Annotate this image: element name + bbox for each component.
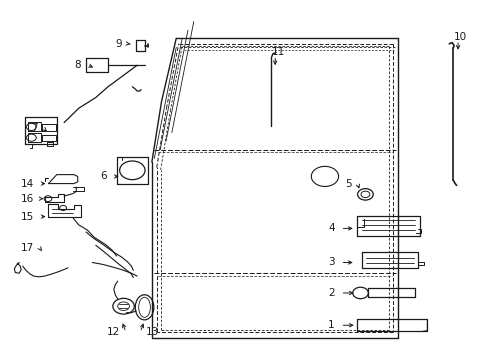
Text: 16: 16 (20, 194, 34, 204)
Text: 9: 9 (115, 39, 122, 49)
Text: 12: 12 (107, 327, 120, 337)
Text: 8: 8 (74, 59, 81, 69)
Text: 13: 13 (146, 327, 159, 337)
Text: 17: 17 (20, 243, 34, 253)
Text: 4: 4 (327, 224, 334, 233)
Text: 14: 14 (20, 179, 34, 189)
Text: 15: 15 (20, 212, 34, 221)
Text: 10: 10 (453, 32, 467, 41)
Text: 5: 5 (345, 179, 351, 189)
Text: 6: 6 (100, 171, 107, 181)
Text: 7: 7 (31, 123, 37, 133)
Text: 3: 3 (327, 257, 334, 267)
Text: 1: 1 (327, 320, 334, 330)
Text: 11: 11 (271, 47, 284, 57)
Text: 2: 2 (327, 288, 334, 298)
